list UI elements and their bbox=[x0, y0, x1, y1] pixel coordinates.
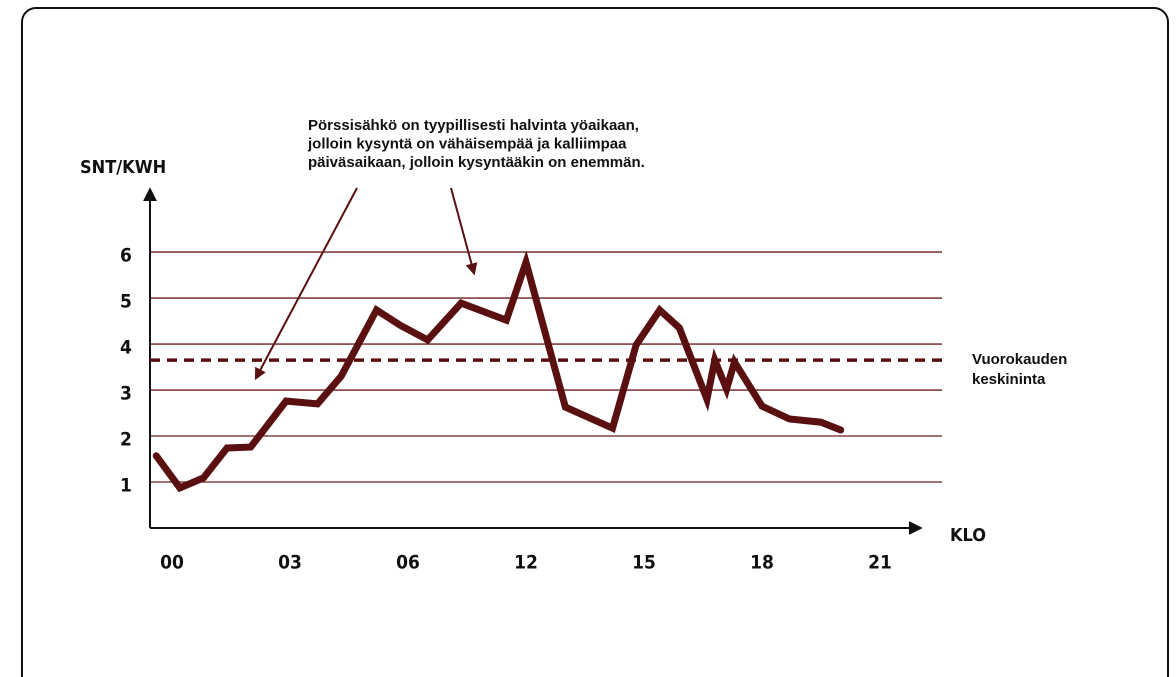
annotation-arrow bbox=[254, 187, 358, 381]
card bbox=[21, 7, 1169, 677]
x-axis-title: KLO bbox=[950, 525, 986, 546]
average-label: keskininta bbox=[972, 371, 1046, 388]
average-label: Vuorokauden bbox=[972, 351, 1067, 368]
y-tick-label: 5 bbox=[120, 291, 132, 313]
x-tick-label: 12 bbox=[514, 552, 538, 574]
annotation: Pörssisähkö on tyypillisesti halvinta yö… bbox=[307, 117, 645, 171]
y-tick-label: 3 bbox=[120, 383, 132, 405]
annotation-line: päiväsaikaan, jolloin kysyntääkin on ene… bbox=[308, 154, 645, 171]
annotation-arrow bbox=[450, 187, 478, 276]
x-tick-label: 03 bbox=[278, 552, 302, 574]
y-axis-title: SNT/KWH bbox=[80, 157, 166, 178]
y-tick-label: 1 bbox=[120, 475, 132, 497]
price-line bbox=[152, 250, 845, 493]
y-tick-label: 6 bbox=[120, 245, 132, 267]
x-tick-label: 21 bbox=[868, 552, 892, 574]
y-tick-label: 2 bbox=[120, 429, 132, 451]
x-tick-label: 06 bbox=[396, 552, 420, 574]
annotation-line: Pörssisähkö on tyypillisesti halvinta yö… bbox=[308, 117, 639, 134]
x-tick-label: 15 bbox=[632, 552, 656, 574]
x-tick-label: 00 bbox=[160, 552, 184, 574]
annotation-line: jolloin kysyntä on vähäisempää ja kallii… bbox=[307, 136, 627, 153]
y-tick-label: 4 bbox=[120, 337, 132, 359]
x-tick-label: 18 bbox=[750, 552, 774, 574]
